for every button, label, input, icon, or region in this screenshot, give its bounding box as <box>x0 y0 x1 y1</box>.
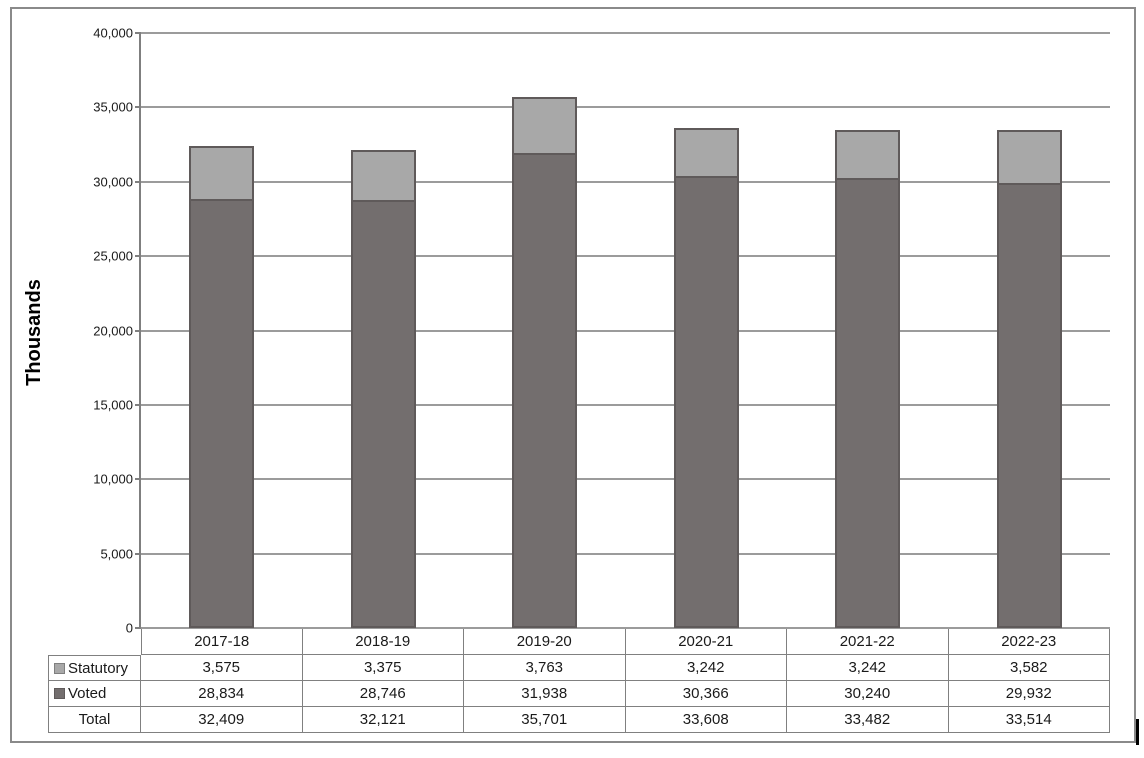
bar-group-2017-18 <box>189 146 254 628</box>
bar-segment-statutory <box>997 130 1062 183</box>
y-gridline <box>141 552 1110 555</box>
table-value-cell: 3,242 <box>787 655 949 681</box>
bar-segment-statutory <box>189 146 254 199</box>
bar-segment-voted <box>997 183 1062 628</box>
table-value-cell: 28,746 <box>302 681 464 707</box>
table-value-cell: 31,938 <box>464 681 626 707</box>
table-value-cell: 33,482 <box>787 707 949 733</box>
table-value-cell: 33,608 <box>625 707 787 733</box>
bar-segment-voted <box>674 176 739 628</box>
table-row-label-voted: Voted <box>48 681 141 707</box>
y-gridline <box>141 329 1110 332</box>
table-header-cell: 2021-22 <box>787 628 949 655</box>
y-tick-label: 25,000 <box>93 248 133 264</box>
bar-group-2020-21 <box>674 128 739 628</box>
y-gridline <box>141 255 1110 258</box>
y-axis-tick <box>135 329 141 332</box>
bar-segment-voted <box>512 153 577 628</box>
bar-segment-voted <box>351 200 416 628</box>
bar-group-2018-19 <box>351 150 416 628</box>
y-tick-label: 5,000 <box>100 546 133 562</box>
bar-group-2019-20 <box>512 97 577 628</box>
table-row-label-statutory: Statutory <box>48 655 141 681</box>
bar-segment-statutory <box>674 128 739 176</box>
table-value-cell: 3,242 <box>625 655 787 681</box>
y-gridline <box>141 403 1110 406</box>
text-cursor-artifact <box>1136 719 1139 745</box>
y-axis <box>139 33 141 628</box>
table-row-label-total: Total <box>48 707 141 733</box>
y-tick-label: 0 <box>125 620 133 636</box>
bar-segment-statutory <box>835 130 900 178</box>
table-value-cell: 29,932 <box>948 681 1110 707</box>
table-value-cell: 3,763 <box>464 655 626 681</box>
legend-marker-voted <box>54 688 65 699</box>
y-axis-tick <box>135 478 141 481</box>
y-tick-label: 20,000 <box>93 323 133 338</box>
bar-segment-voted <box>189 199 254 628</box>
table-value-cell: 33,514 <box>948 707 1110 733</box>
y-axis-tick <box>135 180 141 183</box>
y-tick-label: 15,000 <box>93 397 133 413</box>
bar-group-2021-22 <box>835 130 900 628</box>
table-value-cell: 35,701 <box>464 707 626 733</box>
y-gridline <box>141 627 1110 629</box>
y-axis-tick <box>135 403 141 406</box>
y-tick-label: 35,000 <box>93 99 133 115</box>
y-axis-tick <box>135 106 141 109</box>
table-header-cell: 2022-23 <box>948 628 1110 655</box>
y-tick-label: 40,000 <box>93 25 133 41</box>
bar-segment-statutory <box>351 150 416 200</box>
table-header-cell: 2017-18 <box>141 628 303 655</box>
y-axis-tick <box>135 255 141 258</box>
y-gridline <box>141 478 1110 481</box>
y-gridline <box>141 180 1110 183</box>
table-row-label-text: Voted <box>68 685 107 702</box>
table-row-label-text: Total <box>78 711 111 728</box>
y-gridline <box>141 32 1110 34</box>
bar-segment-voted <box>835 178 900 628</box>
y-axis-tick <box>135 552 141 555</box>
table-value-cell: 32,121 <box>302 707 464 733</box>
table-value-cell: 3,375 <box>302 655 464 681</box>
table-value-cell: 28,834 <box>141 681 303 707</box>
table-value-cell: 32,409 <box>141 707 303 733</box>
table-value-cell: 3,575 <box>141 655 303 681</box>
bar-group-2022-23 <box>997 130 1062 628</box>
bar-segment-statutory <box>512 97 577 153</box>
legend-marker-statutory <box>54 662 65 674</box>
table-value-cell: 30,366 <box>625 681 787 707</box>
table-row-label-text: Statutory <box>68 659 129 677</box>
table-header-cell: 2019-20 <box>464 628 626 655</box>
table-value-cell: 3,582 <box>948 655 1110 681</box>
y-axis-tick <box>135 627 141 629</box>
table-header-cell: 2018-19 <box>302 628 464 655</box>
y-tick-label: 30,000 <box>93 174 133 190</box>
y-tick-label: 10,000 <box>93 471 133 487</box>
y-gridline <box>141 106 1110 109</box>
table-header-cell: 2020-21 <box>625 628 787 655</box>
table-value-cell: 30,240 <box>787 681 949 707</box>
data-table: 2017-18 2018-19 2019-20 2020-21 2021-22 2022-… <box>48 628 1110 733</box>
y-axis-tick <box>135 32 141 34</box>
